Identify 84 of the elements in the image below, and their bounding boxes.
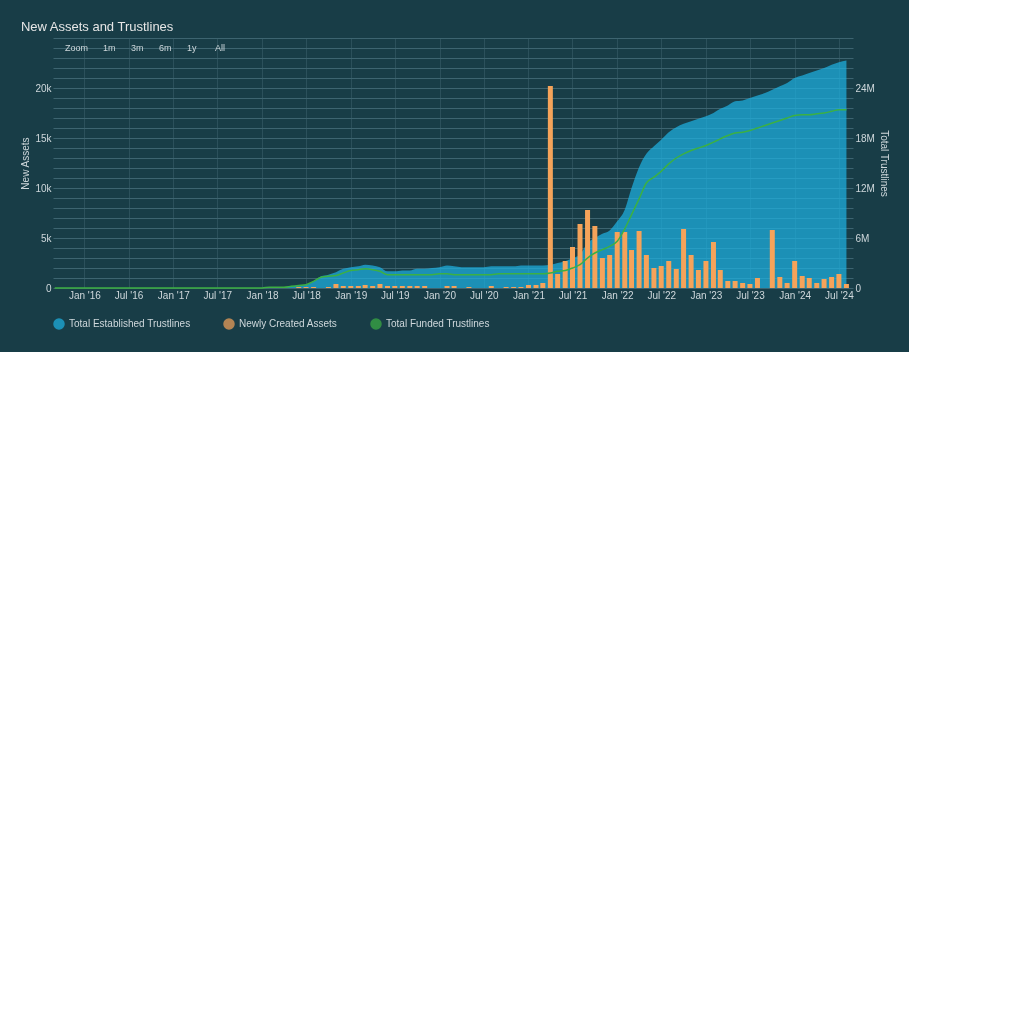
bar <box>747 284 753 288</box>
bar <box>821 279 827 288</box>
chart-title: New Assets and Trustlines <box>20 18 174 34</box>
y2-tick-label: 12M <box>855 182 875 194</box>
x-tick-label: Jul '22 <box>647 289 677 301</box>
annotation: All <box>215 43 226 53</box>
y-tick-label: 15k <box>35 132 53 144</box>
y-tick-label: 10k <box>35 182 53 194</box>
bar <box>562 261 568 288</box>
bar <box>585 210 591 288</box>
x-tick-label: Jan '17 <box>157 289 191 301</box>
bar <box>769 230 775 288</box>
y2-tick-label: 24M <box>855 82 875 94</box>
bar <box>658 266 664 288</box>
x-tick-label: Jan '23 <box>690 289 723 301</box>
bar <box>622 232 628 288</box>
bar <box>799 276 805 288</box>
bar <box>681 229 687 288</box>
bar <box>843 284 849 288</box>
x-tick-label: Jan '20 <box>424 289 457 301</box>
bar <box>814 283 820 288</box>
y2-axis-title: Total Trustlines <box>878 130 890 197</box>
bar <box>717 270 723 288</box>
legend-label: Newly Created Assets <box>239 318 337 329</box>
x-tick-label: Jul '19 <box>380 289 411 301</box>
bar <box>547 86 553 288</box>
bar <box>614 232 620 288</box>
annotation: 1m <box>103 43 116 53</box>
x-tick-label: Jul '20 <box>469 289 499 301</box>
x-tick-label: Jan '22 <box>601 289 635 301</box>
bar <box>740 283 746 288</box>
bar <box>688 255 694 288</box>
line-series <box>53 108 848 289</box>
bar <box>636 231 642 288</box>
bar <box>754 278 760 288</box>
y-tick-label: 0 <box>45 282 52 294</box>
bar <box>555 274 561 288</box>
x-tick-label: Jan '24 <box>779 289 812 301</box>
annotation: 6m <box>159 43 172 53</box>
y2-tick-label: 0 <box>855 282 862 294</box>
bar <box>792 261 798 288</box>
y2-tick-label: 6M <box>855 232 870 244</box>
legend-label: Total Established Trustlines <box>69 318 191 329</box>
y2-tick-label: 18M <box>855 132 875 144</box>
x-tick-label: Jan '18 <box>246 289 279 301</box>
bar <box>806 278 812 288</box>
bar <box>607 255 613 288</box>
y-tick-label: 20k <box>35 82 53 94</box>
bar <box>599 258 605 288</box>
y-axis-title: New Assets <box>20 137 32 190</box>
annotation: 1y <box>187 43 198 53</box>
annotation: Zoom <box>65 43 89 53</box>
bar <box>725 281 731 288</box>
bar <box>784 283 790 288</box>
bar <box>673 269 679 288</box>
bar <box>666 261 672 288</box>
x-tick-label: Jul '24 <box>825 289 855 301</box>
x-tick-label: Jul '23 <box>736 289 766 301</box>
bar <box>732 281 738 288</box>
x-tick-label: Jan '21 <box>513 289 546 301</box>
bar <box>710 242 716 288</box>
bar <box>643 255 649 288</box>
bar <box>829 277 835 288</box>
bar <box>333 284 339 288</box>
bar <box>629 250 635 288</box>
bar <box>362 285 368 288</box>
bar <box>592 226 598 288</box>
y-tick-label: 5k <box>40 232 53 244</box>
bar <box>577 224 583 288</box>
x-tick-label: Jul '16 <box>114 289 144 301</box>
bar <box>695 270 701 288</box>
x-tick-label: Jul '17 <box>203 289 233 301</box>
bar <box>651 268 657 288</box>
bar <box>836 274 842 288</box>
x-tick-label: Jan '19 <box>335 289 368 301</box>
x-tick-label: Jan '16 <box>68 289 102 301</box>
x-tick-label: Jul '21 <box>558 289 588 301</box>
bar <box>569 247 575 288</box>
bar <box>377 284 383 288</box>
annotation: 3m <box>131 43 144 53</box>
bar <box>703 261 709 288</box>
bar <box>777 277 783 288</box>
x-tick-label: Jul '18 <box>292 289 322 301</box>
legend-label: Total Funded Trustlines <box>386 318 490 329</box>
